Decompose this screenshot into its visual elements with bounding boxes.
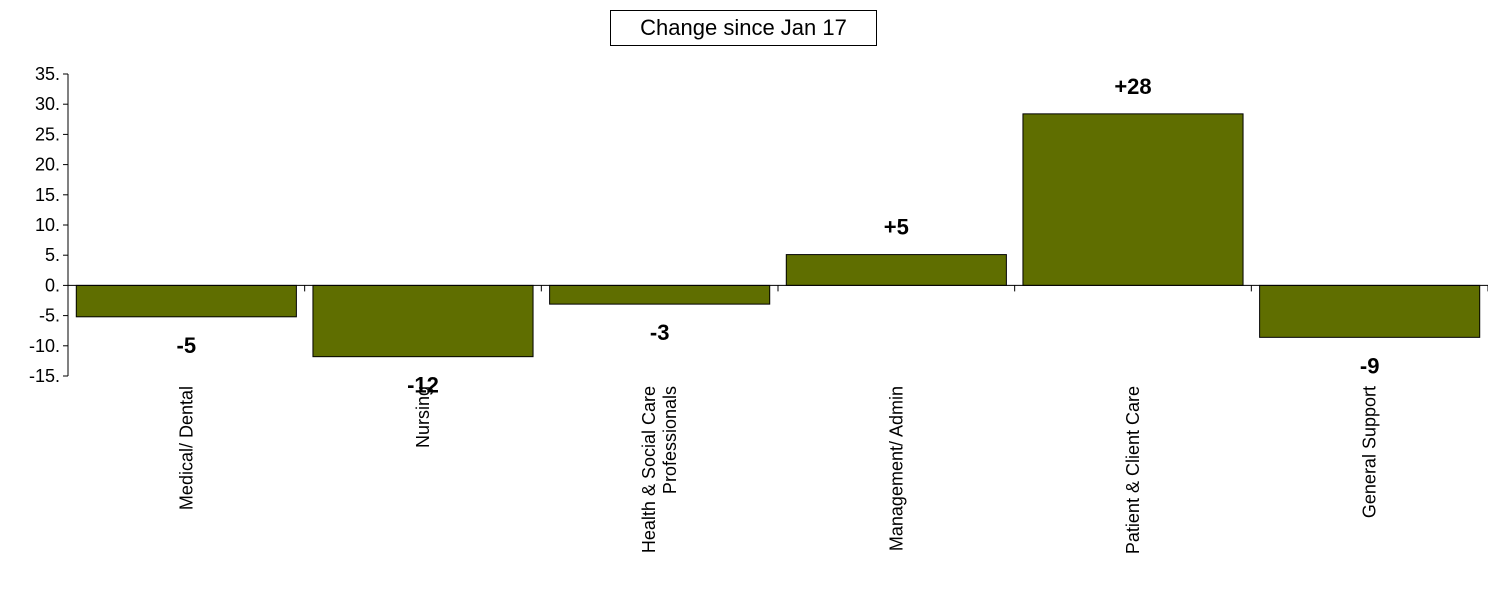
y-tick-label: 5.	[45, 245, 60, 265]
bar	[1022, 113, 1244, 286]
bar	[1259, 284, 1481, 338]
category-label: Management/ Admin	[886, 386, 906, 551]
data-label: -3	[650, 320, 670, 345]
category-label: Nursing	[413, 386, 433, 448]
data-label: -9	[1360, 353, 1380, 378]
y-tick-label: 35.	[35, 64, 60, 84]
data-label: +28	[1114, 74, 1151, 99]
bar	[785, 254, 1007, 286]
data-label: +5	[884, 215, 909, 240]
category-label: General Support	[1360, 386, 1380, 518]
y-tick-label: 10.	[35, 215, 60, 235]
y-tick-label: -5.	[39, 306, 60, 326]
y-tick-label: -10.	[29, 336, 60, 356]
y-tick-label: 25.	[35, 124, 60, 144]
category-label: Health & Social CareProfessionals	[639, 386, 680, 553]
y-tick-label: 15.	[35, 185, 60, 205]
bar	[312, 284, 534, 358]
y-tick-label: -15.	[29, 366, 60, 386]
data-label: -12	[407, 373, 439, 398]
chart-title: Change since Jan 17	[610, 10, 877, 46]
bar	[549, 284, 771, 305]
y-tick-label: 30.	[35, 94, 60, 114]
y-tick-label: 20.	[35, 155, 60, 175]
category-label: Patient & Client Care	[1123, 386, 1143, 554]
data-label: -5	[177, 333, 197, 358]
category-label: Medical/ Dental	[176, 386, 196, 510]
y-tick-label: 0.	[45, 275, 60, 295]
bar	[75, 284, 297, 318]
